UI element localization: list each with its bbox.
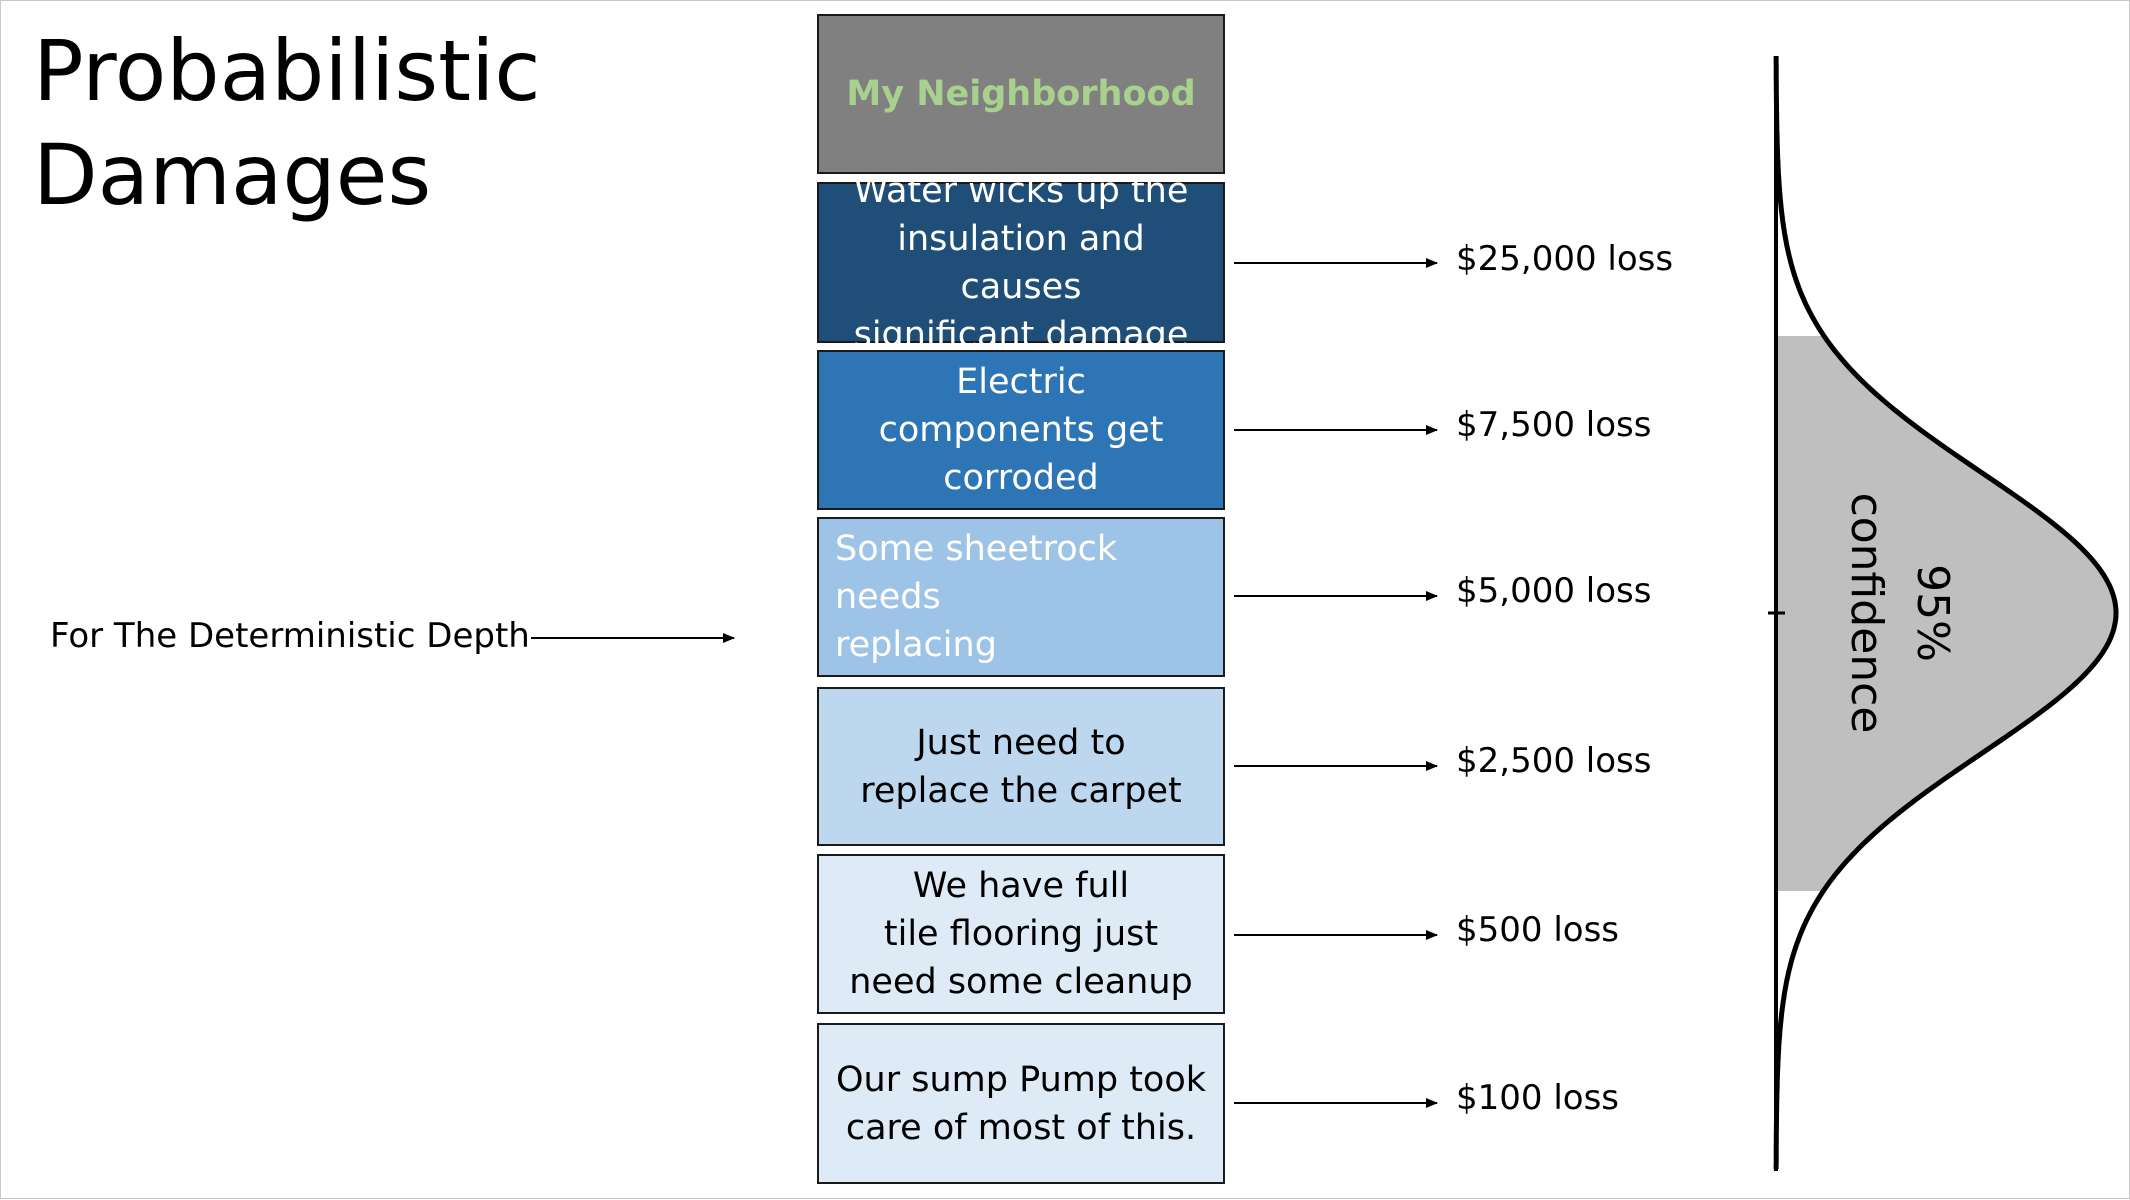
confidence-shaded-region [1776, 336, 2116, 891]
damage-description: Water wicks up the insulation and causes s… [833, 167, 1209, 359]
loss-label: $2,500 loss [1456, 741, 1652, 781]
damage-level-box: Some sheetrock needs replacing [817, 517, 1225, 677]
slide-title: Probabilistic Damages [33, 19, 541, 227]
damage-text-line: Some sheetrock needs [835, 529, 1118, 617]
damage-text-line: care of most of this. [845, 1107, 1197, 1148]
damage-text-line: insulation and causes [897, 218, 1145, 307]
damage-description: We have full tile flooring just need some … [849, 862, 1193, 1006]
loss-label: $100 loss [1456, 1078, 1620, 1118]
damage-description: Our sump Pump took care of most of this. [836, 1056, 1206, 1152]
damage-text-line: Electric [956, 362, 1086, 402]
damage-text-line: need some cleanup [849, 962, 1193, 1002]
neighborhood-header-box: My Neighborhood [817, 14, 1225, 174]
loss-label: $5,000 loss [1456, 571, 1652, 611]
damage-level-box: We have full tile flooring just need some … [817, 854, 1225, 1014]
probability-curve [1773, 56, 2119, 1169]
confidence-word: confidence [1841, 493, 1892, 734]
loss-label: $500 loss [1456, 910, 1620, 950]
damage-level-box: Electric components get corroded [817, 350, 1225, 510]
damage-text-line: Water wicks up the [853, 170, 1189, 211]
damage-text-line: We have full [912, 866, 1130, 906]
damage-level-box: Our sump Pump took care of most of this. [817, 1023, 1225, 1184]
title-line-2: Damages [33, 126, 432, 224]
damage-text-line: corroded [943, 458, 1099, 498]
damage-description: Electric components get corroded [879, 358, 1164, 502]
damage-text-line: Our sump Pump took [835, 1059, 1207, 1100]
confidence-label: 95% confidence [1841, 493, 1958, 734]
loss-label: $7,500 loss [1456, 405, 1652, 445]
damage-text-line: replacing [835, 625, 997, 665]
damage-level-box: Just need to replace the carpet [817, 687, 1225, 846]
confidence-percent: 95% [1907, 564, 1958, 662]
damage-text-line: significant damage [853, 314, 1189, 355]
title-line-1: Probabilistic [33, 22, 541, 120]
damage-description: Just need to replace the carpet [860, 719, 1182, 815]
damage-text-line: tile flooring just [883, 914, 1159, 954]
damage-text-line: components get [878, 410, 1164, 450]
damage-text-line: replace the carpet [860, 770, 1182, 811]
damage-description: Some sheetrock needs replacing [835, 525, 1209, 669]
damage-text-line: Just need to [916, 722, 1126, 763]
damage-level-box: Water wicks up the insulation and causes s… [817, 171, 1225, 355]
neighborhood-label: My Neighborhood [846, 74, 1196, 114]
loss-label: $25,000 loss [1456, 239, 1674, 279]
deterministic-depth-label: For The Deterministic Depth [50, 616, 530, 656]
